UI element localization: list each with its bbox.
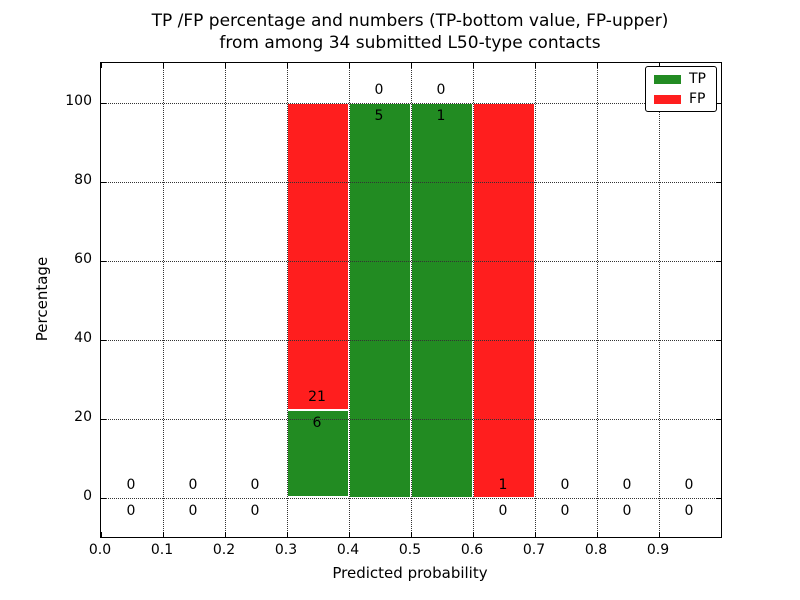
fp-count-label-0.1: 0 [188,476,198,493]
tp-bar-0.4 [349,102,411,498]
v-gridline-0.9 [659,63,660,537]
v-gridline-0.8 [597,63,598,537]
y-tick-60 [101,260,106,262]
x-tick-top-0.4 [349,63,350,68]
legend-item-tp: TP [654,71,708,87]
x-tick-label-0.7: 0.7 [522,542,546,558]
fp-bar-0.6 [473,102,535,498]
v-gridline-0.7 [535,63,536,537]
v-gridline-0.3 [287,63,288,537]
v-gridline-0.5 [411,63,412,537]
plot-area [100,62,722,538]
y-tick-right-20 [716,418,721,420]
x-tick-top-0.7 [535,63,536,68]
y-tick-right-100 [716,102,721,104]
y-tick-right-0 [716,497,721,499]
tp-count-label-0.5: 1 [436,107,446,124]
x-tick-top-0.2 [225,63,226,68]
tp-count-label-0.2: 0 [250,502,260,519]
fp-count-label-0.3: 21 [308,388,326,405]
y-tick-right-40 [716,339,721,341]
legend-item-fp: FP [654,91,708,107]
fp-color-swatch [654,94,681,104]
tp-count-label-0.8: 0 [622,502,632,519]
x-tick-0.6 [473,532,474,537]
fp-count-label-0.2: 0 [250,476,260,493]
x-axis-label: Predicted probability [332,564,488,582]
x-tick-0.7 [535,532,536,537]
y-tick-0 [101,497,106,499]
fp-bar-0.3 [287,102,349,410]
x-tick-label-0.9: 0.9 [646,542,670,558]
v-gridline-0.2 [225,63,226,537]
fp-count-label-0.6: 1 [498,476,508,493]
legend-label-fp: FP [689,91,706,107]
y-tick-right-60 [716,260,721,262]
y-tick-label-0: 0 [83,487,92,504]
tp-count-label-0.1: 0 [188,502,198,519]
y-tick-label-100: 100 [65,92,92,109]
x-tick-top-0.1 [163,63,164,68]
x-tick-label-0.8: 0.8 [584,542,608,558]
tp-bar-0.3 [287,409,349,498]
v-gridline-0.1 [163,63,164,537]
y-tick-label-40: 40 [74,329,92,346]
x-tick-0.5 [411,532,412,537]
x-tick-label-0.0: 0.0 [88,542,112,558]
tp-bar-0.5 [411,102,473,498]
v-gridline-0.6 [473,63,474,537]
tp-color-swatch [654,74,681,84]
x-tick-top-0.6 [473,63,474,68]
tp-count-label-0: 0 [126,502,136,519]
legend: TP FP [645,66,717,112]
y-axis-label: Percentage [33,256,51,342]
x-tick-label-0.3: 0.3 [274,542,298,558]
y-tick-20 [101,418,106,420]
legend-label-tp: TP [689,71,706,87]
tp-count-label-0.4: 5 [374,107,384,124]
x-tick-label-0.1: 0.1 [150,542,174,558]
y-tick-right-80 [716,181,721,183]
x-tick-top-0.3 [287,63,288,68]
fp-count-label-0.5: 0 [436,81,446,98]
y-tick-label-80: 80 [74,171,92,188]
x-tick-label-0.6: 0.6 [460,542,484,558]
x-tick-0.2 [225,532,226,537]
y-tick-label-60: 60 [74,250,92,267]
fp-count-label-0: 0 [126,476,136,493]
x-tick-0.4 [349,532,350,537]
y-tick-label-20: 20 [74,408,92,425]
y-tick-100 [101,102,106,104]
x-tick-label-0.2: 0.2 [212,542,236,558]
x-tick-top-0.5 [411,63,412,68]
v-gridline-0.4 [349,63,350,537]
x-tick-0.3 [287,532,288,537]
x-tick-label-0.5: 0.5 [398,542,422,558]
chart-title-line2: from among 34 submitted L50-type contact… [219,33,601,53]
x-tick-top-0.9 [659,63,660,68]
fp-count-label-0.4: 0 [374,81,384,98]
fp-count-label-0.9: 0 [684,476,694,493]
x-tick-0.9 [659,532,660,537]
tp-count-label-0.6: 0 [498,502,508,519]
x-tick-top-0.8 [597,63,598,68]
x-tick-top-0 [101,63,102,68]
x-tick-0.1 [163,532,164,537]
fp-count-label-0.8: 0 [622,476,632,493]
x-tick-label-0.4: 0.4 [336,542,360,558]
tp-count-label-0.3: 6 [312,414,322,431]
x-tick-0.8 [597,532,598,537]
y-tick-40 [101,339,106,341]
y-tick-80 [101,181,106,183]
fp-count-label-0.7: 0 [560,476,570,493]
tp-count-label-0.7: 0 [560,502,570,519]
chart-title-line1: TP /FP percentage and numbers (TP-bottom… [151,11,669,31]
x-tick-0 [101,532,102,537]
chart-title: TP /FP percentage and numbers (TP-bottom… [100,10,720,54]
tp-count-label-0.9: 0 [684,502,694,519]
